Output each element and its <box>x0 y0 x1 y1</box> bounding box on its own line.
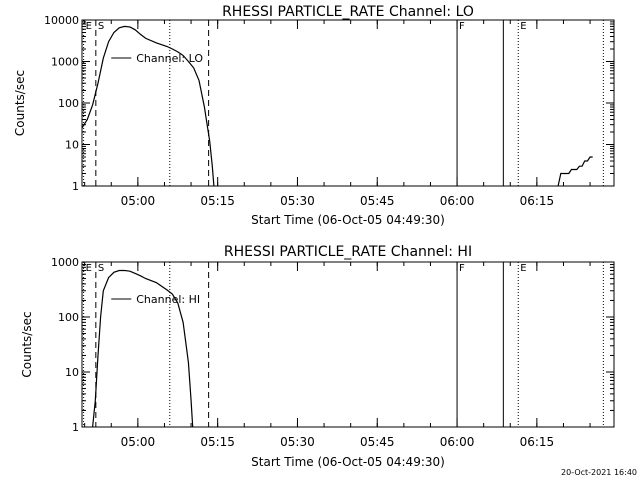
event-marker-label: E <box>520 21 526 32</box>
panel-lo-channel: RHESSI PARTICLE_RATE Channel: LO 1 10 100 10… <box>13 4 615 227</box>
legend-label: Channel: LO <box>136 52 203 65</box>
y-tick-label: 100 <box>58 311 79 324</box>
y-tick-label: 1000 <box>51 56 79 69</box>
series-line-0 <box>81 25 215 187</box>
x-tick-label: 05:00 <box>121 435 156 449</box>
x-tick-label: 06:15 <box>520 194 555 208</box>
x-tick-label: 05:15 <box>200 194 235 208</box>
event-marker-label: F <box>459 263 465 274</box>
event-marker-label: S <box>98 21 104 32</box>
x-tick-label: 06:00 <box>440 435 475 449</box>
x-axis-label: Start Time (06-Oct-05 04:49:30) <box>251 455 445 469</box>
legend-label: Channel: HI <box>136 293 200 306</box>
event-marker-label: F <box>459 21 465 32</box>
event-marker-label: S <box>98 263 104 274</box>
x-tick-label: 06:00 <box>440 194 475 208</box>
y-tick-label: 1 <box>72 180 79 193</box>
chart-title: RHESSI PARTICLE_RATE Channel: HI <box>224 244 472 260</box>
y-tick-label: 1 <box>72 421 79 434</box>
x-axis-label: Start Time (06-Oct-05 04:49:30) <box>251 213 445 227</box>
x-tick-label: 05:30 <box>280 194 315 208</box>
x-tick-label: 05:45 <box>360 435 395 449</box>
x-tick-label: 06:15 <box>520 435 555 449</box>
series-line-1 <box>557 156 593 187</box>
event-marker-label: E <box>86 263 92 274</box>
x-tick-label: 05:15 <box>200 435 235 449</box>
footer-timestamp: 20-Oct-2021 16:40 <box>561 468 637 477</box>
y-tick-label: 100 <box>58 97 79 110</box>
y-tick-label: 10000 <box>44 14 79 27</box>
series-line-0 <box>92 269 194 428</box>
event-marker-label: E <box>86 21 92 32</box>
y-axis-label: Counts/sec <box>20 311 34 377</box>
y-tick-label: 10 <box>65 366 79 379</box>
x-tick-label: 05:30 <box>280 435 315 449</box>
x-tick-label: 05:45 <box>360 194 395 208</box>
y-tick-label: 1000 <box>51 256 79 269</box>
x-tick-label: 05:00 <box>121 194 156 208</box>
y-tick-label: 10 <box>65 139 79 152</box>
chart-title: RHESSI PARTICLE_RATE Channel: LO <box>222 4 474 20</box>
event-marker-label: E <box>520 263 526 274</box>
panel-hi-channel: RHESSI PARTICLE_RATE Channel: HI 1 10 100 10… <box>20 244 615 469</box>
y-axis-label: Counts/sec <box>13 70 27 136</box>
